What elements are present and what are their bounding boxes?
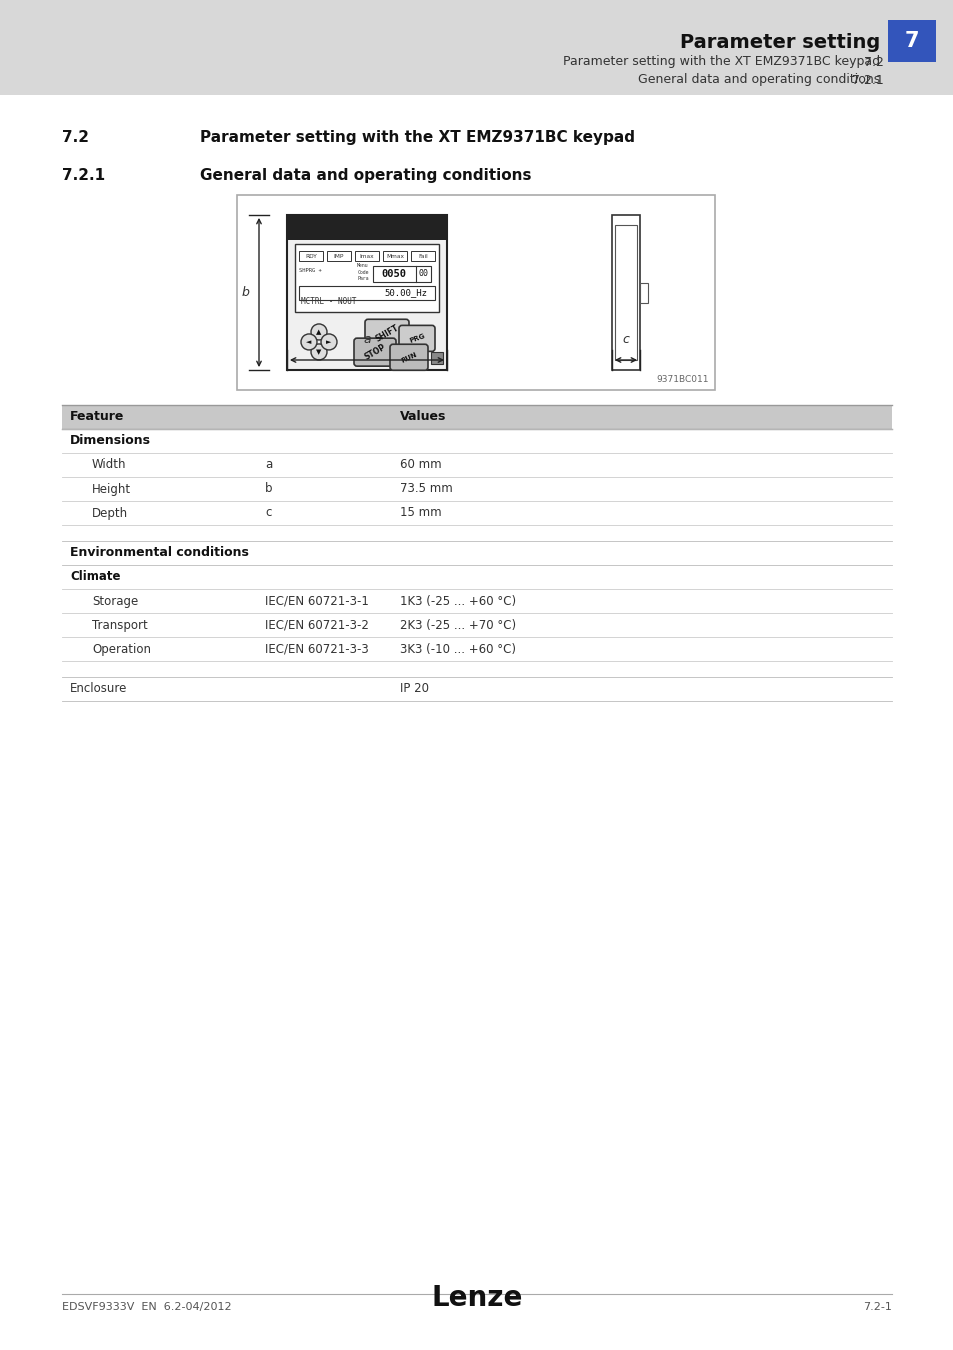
Text: Parameter setting: Parameter setting [679,32,879,51]
Text: 50.00_Hz: 50.00_Hz [384,289,427,297]
Text: RDY: RDY [305,254,316,258]
Bar [373,266,431,282]
Bar [298,251,323,261]
Text: Enclosure: Enclosure [70,683,128,695]
Text: Storage: Storage [91,594,138,608]
Text: PRG: PRG [408,333,425,344]
Text: 9371BC011: 9371BC011 [656,375,708,383]
Bar [382,251,407,261]
Text: b: b [241,286,249,298]
Text: Width: Width [91,459,127,471]
Text: IEC/EN 60721-3-1: IEC/EN 60721-3-1 [265,594,369,608]
Text: ▲: ▲ [316,329,321,335]
Text: a: a [265,459,272,471]
Text: IMP: IMP [334,254,344,258]
Text: MCTRL - NOUT: MCTRL - NOUT [301,297,356,306]
Text: 7: 7 [903,31,919,51]
Text: 7.2-1: 7.2-1 [862,1301,891,1312]
Text: ►: ► [326,339,332,346]
Text: Depth: Depth [91,506,128,520]
Bar [887,20,935,62]
FancyBboxPatch shape [390,344,428,370]
Text: c: c [622,333,629,346]
Text: Mmax: Mmax [386,254,403,258]
Text: a: a [363,333,371,346]
Circle shape [301,333,316,350]
Text: SHIFT: SHIFT [374,323,400,343]
Text: Parameter setting with the XT EMZ9371BC keypad: Parameter setting with the XT EMZ9371BC … [562,55,879,69]
Text: IP 20: IP 20 [399,683,429,695]
Text: Climate: Climate [70,571,120,583]
Text: SHPRG +: SHPRG + [298,267,321,273]
Text: Menu
Code
Para: Menu Code Para [356,263,369,281]
Text: Values: Values [399,410,446,424]
Text: Lenze: Lenze [431,1284,522,1312]
Text: ▼: ▼ [316,348,321,355]
Text: b: b [265,482,273,495]
Bar [355,251,378,261]
Text: General data and operating conditions: General data and operating conditions [200,167,531,184]
Circle shape [311,324,327,340]
Bar [431,352,442,365]
Bar [294,244,438,312]
Bar [0,0,953,95]
Bar [612,215,639,370]
Text: 73.5 mm: 73.5 mm [399,482,453,495]
Bar [236,194,714,390]
Text: 15 mm: 15 mm [399,506,441,520]
Text: STOP: STOP [362,343,387,362]
Text: Dimensions: Dimensions [70,435,151,447]
Bar [411,251,435,261]
Text: RUN: RUN [399,351,417,363]
Text: 7.2: 7.2 [863,55,883,69]
FancyBboxPatch shape [354,338,395,366]
Bar [327,251,351,261]
Text: 00: 00 [418,270,429,278]
FancyBboxPatch shape [398,325,435,351]
Text: IEC/EN 60721-3-2: IEC/EN 60721-3-2 [265,618,369,632]
Text: Height: Height [91,482,131,495]
Text: 1K3 (-25 ... +60 °C): 1K3 (-25 ... +60 °C) [399,594,516,608]
Text: 0050: 0050 [381,269,406,279]
Text: ◄: ◄ [306,339,312,346]
Text: EDSVF9333V  EN  6.2-04/2012: EDSVF9333V EN 6.2-04/2012 [62,1301,232,1312]
Bar [287,215,447,370]
Text: 7.2.1: 7.2.1 [62,167,105,184]
Text: 7.2: 7.2 [62,130,89,144]
Bar [62,405,891,429]
Text: c: c [265,506,271,520]
Text: 60 mm: 60 mm [399,459,441,471]
Text: Environmental conditions: Environmental conditions [70,547,249,559]
Text: Fail: Fail [417,254,428,258]
Text: 7.2.1: 7.2.1 [851,73,883,86]
Text: General data and operating conditions: General data and operating conditions [638,73,879,86]
Text: Imax: Imax [359,254,374,258]
Bar [287,215,447,240]
FancyBboxPatch shape [365,320,409,347]
Circle shape [320,333,336,350]
Text: Transport: Transport [91,618,148,632]
Text: Feature: Feature [70,410,124,424]
Bar [639,282,647,302]
Text: 3K3 (-10 ... +60 °C): 3K3 (-10 ... +60 °C) [399,643,516,656]
Text: IEC/EN 60721-3-3: IEC/EN 60721-3-3 [265,643,369,656]
Text: Parameter setting with the XT EMZ9371BC keypad: Parameter setting with the XT EMZ9371BC … [200,130,635,144]
Text: 2K3 (-25 ... +70 °C): 2K3 (-25 ... +70 °C) [399,618,516,632]
Bar [615,225,637,360]
Bar [298,286,435,300]
Text: Operation: Operation [91,643,151,656]
Circle shape [311,344,327,360]
